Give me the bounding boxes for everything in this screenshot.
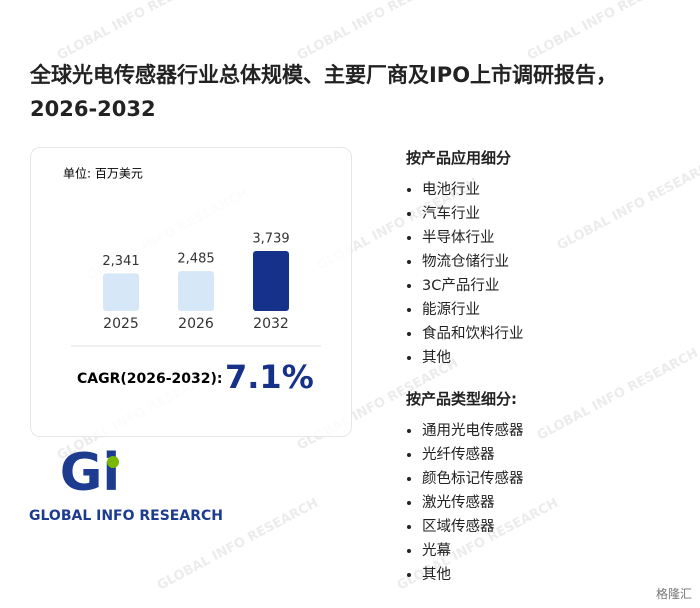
x-tick-label: 2026 <box>178 316 214 332</box>
segment-item: 物流仓储行业 <box>422 250 524 274</box>
segment-item: 汽车行业 <box>422 202 524 226</box>
segment-list: 通用光电传感器光纤传感器颜色标记传感器激光传感器区域传感器光幕其他 <box>406 419 524 587</box>
segment-heading: 按产品类型细分: <box>406 390 517 408</box>
logo-dot <box>107 456 119 468</box>
watermark: GLOBAL INFO RESEARCH <box>535 346 700 444</box>
watermark: GLOBAL INFO RESEARCH <box>525 0 691 64</box>
segment: 按产品应用细分电池行业汽车行业半导体行业物流仓储行业3C产品行业能源行业食品和饮… <box>406 147 524 370</box>
value-label: 2,341 <box>102 254 139 269</box>
segment-item: 光幕 <box>422 539 524 563</box>
watermark: GLOBAL INFO RESEARCH <box>295 0 461 64</box>
watermark: GLOBAL INFO RESEARCH <box>55 0 221 64</box>
value-label: 3,739 <box>252 232 289 247</box>
segment: 按产品类型细分: 通用光电传感器光纤传感器颜色标记传感器激光传感器区域传感器光幕其… <box>406 388 524 587</box>
segment-item: 光纤传感器 <box>422 443 524 467</box>
segment-item: 颜色标记传感器 <box>422 467 524 491</box>
segment-item: 区域传感器 <box>422 515 524 539</box>
cagr-label: CAGR(2026-2032): <box>77 371 223 387</box>
watermark: GLOBAL INFO RESEARCH <box>555 156 700 254</box>
segment-list: 电池行业汽车行业半导体行业物流仓储行业3C产品行业能源行业食品和饮料行业其他 <box>406 178 524 370</box>
market-card: 单位: 百万美元 CAGR(2026-2032): 7.1% 2,341 2025… <box>30 147 352 437</box>
segment-item: 其他 <box>422 346 524 370</box>
segment-item: 其他 <box>422 563 524 587</box>
unit-label: 单位: 百万美元 <box>63 166 143 181</box>
bar <box>103 273 139 311</box>
segment-item: 电池行业 <box>422 178 524 202</box>
segment-item: 激光传感器 <box>422 491 524 515</box>
x-tick-label: 2025 <box>103 316 139 332</box>
value-label: 2,485 <box>177 252 214 267</box>
segment-item: 通用光电传感器 <box>422 419 524 443</box>
bar <box>253 251 289 311</box>
x-tick-label: 2032 <box>253 316 289 332</box>
bar <box>178 271 214 311</box>
source-logo: 格隆汇 <box>655 587 692 601</box>
segment-heading: 按产品应用细分 <box>406 149 512 167</box>
segment-item: 能源行业 <box>422 298 524 322</box>
segment-item: 3C产品行业 <box>422 274 524 298</box>
chart: 单位: 百万美元 CAGR(2026-2032): 7.1% 2,341 2025… <box>63 166 321 396</box>
report-title: 全球光电传感器行业总体规模、主要厂商及IPO上市调研报告，2026-2032 <box>30 63 618 121</box>
cagr-value: 7.1% <box>225 358 314 396</box>
segment-item: 半导体行业 <box>422 226 524 250</box>
segment-item: 食品和饮料行业 <box>422 322 524 346</box>
logo: Gi GLOBAL INFO RESEARCH <box>29 450 223 524</box>
logo-text: GLOBAL INFO RESEARCH <box>29 508 223 524</box>
